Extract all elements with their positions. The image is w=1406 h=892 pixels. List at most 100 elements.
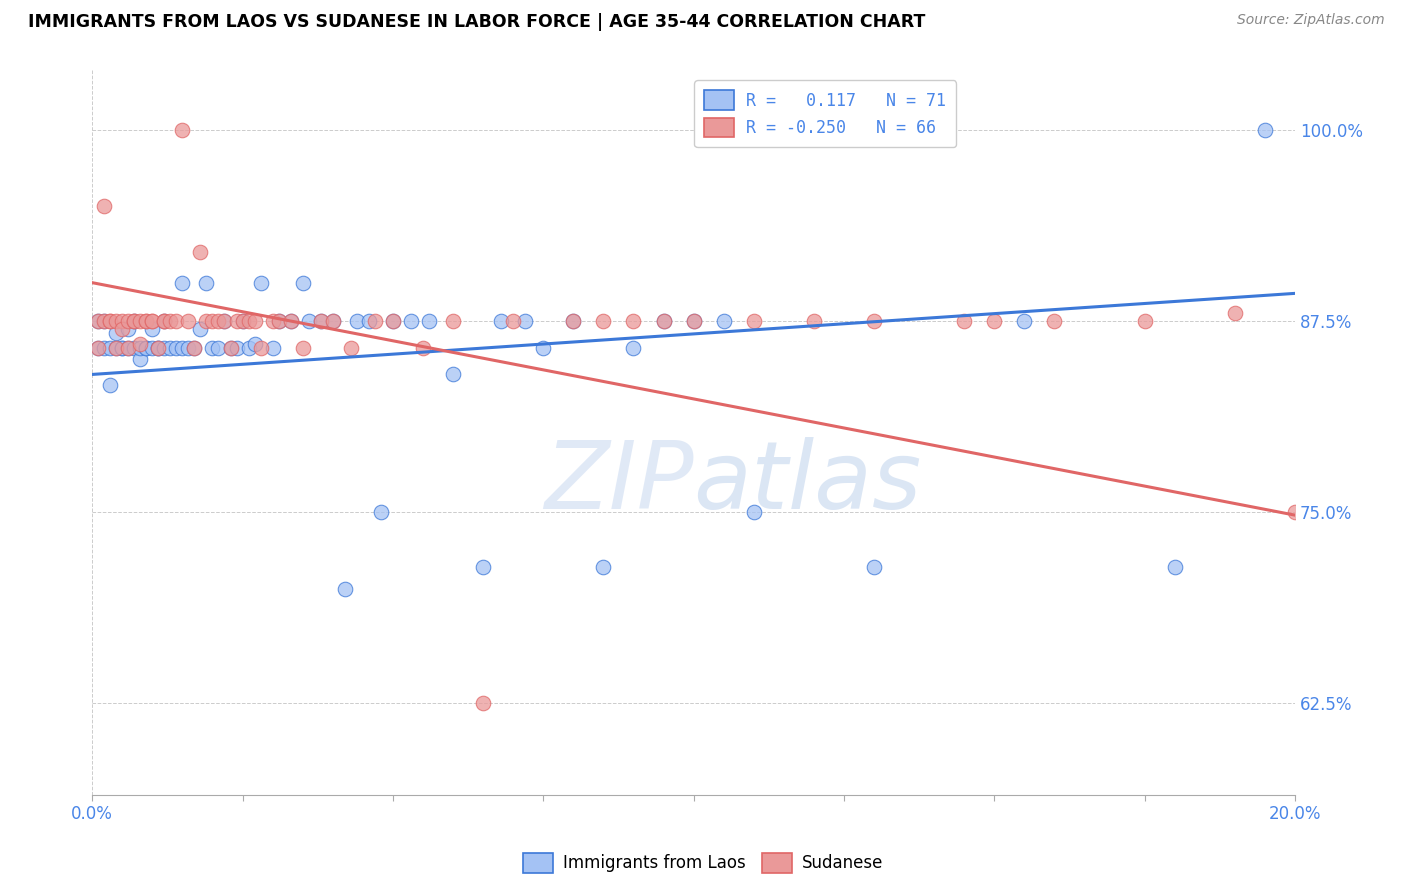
Point — [201, 342, 224, 356]
Point — [231, 314, 253, 328]
Point — [441, 368, 464, 382]
Point — [713, 314, 735, 328]
Point — [472, 560, 495, 574]
Point — [124, 314, 146, 328]
Point — [225, 314, 247, 328]
Point — [172, 276, 194, 290]
Point — [364, 314, 387, 328]
Point — [370, 505, 392, 519]
Point — [105, 326, 128, 340]
Point — [291, 342, 314, 356]
Point — [111, 314, 134, 328]
Point — [309, 314, 332, 328]
Point — [98, 342, 121, 356]
Point — [141, 342, 163, 356]
Point — [141, 314, 163, 328]
Point — [207, 342, 229, 356]
Point — [592, 560, 614, 574]
Point — [165, 342, 187, 356]
Point — [682, 314, 704, 328]
Point — [863, 314, 886, 328]
Point — [1254, 122, 1277, 136]
Point — [682, 314, 704, 328]
Point — [472, 696, 495, 710]
Point — [953, 314, 976, 328]
Point — [148, 342, 170, 356]
Legend: R =   0.117   N = 71, R = -0.250   N = 66: R = 0.117 N = 71, R = -0.250 N = 66 — [695, 80, 956, 147]
Point — [249, 342, 271, 356]
Point — [412, 342, 434, 356]
Point — [117, 321, 139, 335]
Point — [623, 314, 645, 328]
Point — [159, 314, 181, 328]
Point — [153, 314, 176, 328]
Point — [652, 314, 675, 328]
Point — [190, 321, 212, 335]
Point — [93, 199, 115, 213]
Point — [489, 314, 512, 328]
Point — [267, 314, 290, 328]
Point — [111, 342, 134, 356]
Point — [418, 314, 440, 328]
Point — [291, 276, 314, 290]
Point — [333, 582, 356, 596]
Point — [105, 342, 128, 356]
Point — [93, 314, 115, 328]
Point — [98, 378, 121, 392]
Point — [105, 342, 128, 356]
Point — [129, 342, 152, 356]
Point — [117, 342, 139, 356]
Text: atlas: atlas — [693, 437, 922, 528]
Point — [148, 342, 170, 356]
Point — [346, 314, 368, 328]
Point — [249, 276, 271, 290]
Point — [592, 314, 614, 328]
Point — [1014, 314, 1036, 328]
Point — [267, 314, 290, 328]
Point — [183, 342, 205, 356]
Point — [117, 342, 139, 356]
Point — [262, 342, 284, 356]
Point — [399, 314, 422, 328]
Point — [219, 342, 242, 356]
Point — [153, 314, 176, 328]
Point — [562, 314, 585, 328]
Point — [238, 314, 260, 328]
Point — [87, 314, 110, 328]
Point — [159, 342, 181, 356]
Point — [1133, 314, 1156, 328]
Point — [562, 314, 585, 328]
Point — [153, 342, 176, 356]
Point — [381, 314, 404, 328]
Point — [357, 314, 380, 328]
Point — [225, 342, 247, 356]
Point — [153, 314, 176, 328]
Point — [129, 314, 152, 328]
Point — [983, 314, 1005, 328]
Point — [863, 560, 886, 574]
Point — [111, 342, 134, 356]
Point — [322, 314, 344, 328]
Point — [190, 245, 212, 260]
Point — [141, 314, 163, 328]
Text: Source: ZipAtlas.com: Source: ZipAtlas.com — [1237, 13, 1385, 28]
Point — [177, 314, 200, 328]
Point — [339, 342, 361, 356]
Point — [280, 314, 302, 328]
Point — [742, 314, 765, 328]
Point — [1284, 505, 1306, 519]
Point — [135, 342, 157, 356]
Point — [502, 314, 524, 328]
Point — [117, 314, 139, 328]
Point — [1164, 560, 1187, 574]
Point — [124, 342, 146, 356]
Point — [322, 314, 344, 328]
Point — [652, 314, 675, 328]
Point — [803, 314, 825, 328]
Point — [231, 314, 253, 328]
Point — [98, 314, 121, 328]
Point — [214, 314, 236, 328]
Point — [93, 342, 115, 356]
Point — [515, 314, 537, 328]
Point — [87, 314, 110, 328]
